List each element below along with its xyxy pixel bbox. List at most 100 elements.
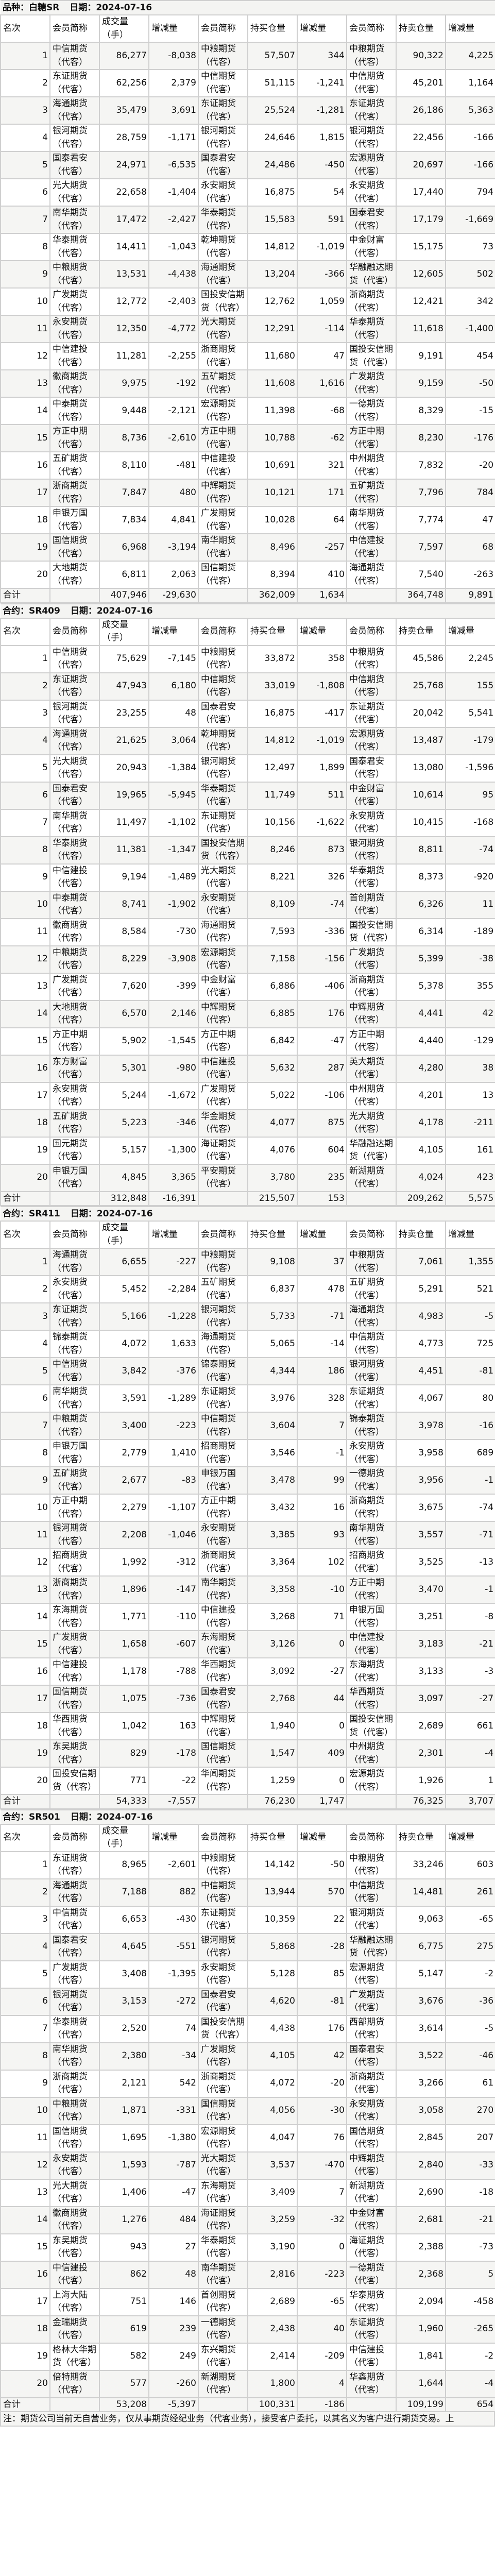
long-change-cell: -50 [297, 1851, 347, 1879]
short-change-cell: -18 [445, 2178, 495, 2207]
rank-cell: 5 [0, 151, 50, 179]
volume-change-cell: 4,841 [148, 506, 199, 534]
short-member-cell: 永安期货（代客） [346, 178, 397, 207]
short-member-cell: 一德期货（代客） [346, 2260, 397, 2289]
long-change-cell: 99 [297, 1466, 347, 1495]
long-position-cell: 10,156 [247, 808, 298, 837]
short-position-cell: 4,440 [396, 1027, 446, 1056]
short-position-cell: 1,926 [396, 1767, 446, 1795]
long-position-cell: 12,291 [247, 315, 298, 343]
volume-cell: 75,629 [99, 645, 149, 673]
rank-cell: 18 [0, 1712, 50, 1740]
short-member-cell: 中信期货（代客） [346, 1878, 397, 1907]
column-header-volume: 成交量（手） [99, 617, 149, 646]
long-member-cell: 华泰期货（代客） [198, 206, 248, 234]
total-volume-change: -7,557 [148, 1794, 199, 1809]
rank-cell: 9 [0, 863, 50, 892]
short-member-cell: 五矿期货（代客） [346, 479, 397, 507]
long-position-cell: 3,780 [247, 1163, 298, 1192]
volume-member-cell: 东方财富（代客） [49, 1054, 100, 1083]
volume-change-cell: -272 [148, 1987, 199, 2016]
rank-cell: 13 [0, 369, 50, 398]
short-position-cell: 14,481 [396, 1878, 446, 1907]
volume-change-cell: -1,107 [148, 1494, 199, 1522]
short-member-cell: 一德期货（代客） [346, 1466, 397, 1495]
long-change-cell: 321 [297, 451, 347, 480]
short-member-cell: 宏源期货（代客） [346, 151, 397, 179]
long-change-cell: 102 [297, 1548, 347, 1577]
volume-change-cell: -178 [148, 1739, 199, 1768]
table-row: 19 东吴期货（代客） 829 -178 国信期货（代客） 1,547 409 中州期货（代客… [0, 1739, 495, 1768]
short-member-cell: 中信建投（代客） [346, 2342, 397, 2371]
short-change-cell: -1 [445, 1466, 495, 1495]
total-long-position: 100,331 [247, 2397, 298, 2412]
short-position-cell: 2,681 [396, 2206, 446, 2234]
long-position-cell: 6,885 [247, 999, 298, 1028]
volume-member-cell: 华西期货（代客） [49, 1712, 100, 1740]
date-label: 日期：2024-07-16 [70, 1209, 153, 1219]
long-member-cell: 国投安信期货（代客） [198, 836, 248, 865]
rank-cell: 5 [0, 1960, 50, 1989]
rank-cell: 10 [0, 1494, 50, 1522]
table-row: 20 申银万国（代客） 4,845 3,365 平安期货（代客） 3,780 235 新湖期货… [0, 1163, 495, 1192]
volume-cell: 5,452 [99, 1275, 149, 1303]
table-row: 7 南华期货（代客） 17,472 -2,427 华泰期货（代客） 15,583 591 国泰… [0, 206, 495, 234]
long-position-cell: 9,108 [247, 1248, 298, 1276]
short-member-cell: 东证期货（代客） [346, 699, 397, 728]
short-member-cell: 国泰君安（代客） [346, 2042, 397, 2071]
rank-cell: 8 [0, 233, 50, 261]
table-row: 17 浙商期货（代客） 7,847 480 中辉期货（代客） 10,121 171 五矿期货（… [0, 479, 495, 507]
volume-cell: 862 [99, 2260, 149, 2289]
rank-cell: 15 [0, 2233, 50, 2262]
short-position-cell: 3,470 [396, 1575, 446, 1604]
long-position-cell: 2,438 [247, 2315, 298, 2344]
long-position-cell: 7,158 [247, 945, 298, 974]
long-change-cell: -68 [297, 397, 347, 425]
short-position-cell: 4,024 [396, 1163, 446, 1192]
footnote: 注：期货公司当前无自营业务，仅从事期货经纪业务（代客业务），接受客户委托，以其名… [0, 2412, 495, 2427]
long-position-cell: 8,394 [247, 561, 298, 589]
volume-cell: 6,653 [99, 1905, 149, 1934]
long-position-cell: 8,496 [247, 533, 298, 562]
table-row: 13 光大期货（代客） 1,406 -47 东海期货（代客） 3,409 7 新湖期货（代客）… [0, 2178, 495, 2207]
short-position-cell: 2,690 [396, 2178, 446, 2207]
long-position-cell: 3,604 [247, 1412, 298, 1440]
short-member-cell: 国信期货（代客） [346, 2124, 397, 2153]
long-change-cell: 0 [297, 1767, 347, 1795]
total-label: 合计 [0, 588, 50, 603]
long-change-cell: 1,899 [297, 754, 347, 783]
short-position-cell: 3,183 [396, 1630, 446, 1658]
long-position-cell: 10,788 [247, 424, 298, 452]
volume-change-cell: 3,365 [148, 1163, 199, 1192]
volume-member-cell: 光大期货（代客） [49, 754, 100, 783]
long-position-cell: 6,886 [247, 972, 298, 1001]
short-member-cell: 中粮期货（代客） [346, 1248, 397, 1276]
short-change-cell: 342 [445, 287, 495, 316]
section-title-row: 合约：SR409 日期：2024-07-16 [1, 603, 495, 619]
long-position-cell: 8,246 [247, 836, 298, 865]
short-change-cell: -73 [445, 2233, 495, 2262]
volume-cell: 11,381 [99, 836, 149, 865]
short-change-cell: 2,245 [445, 645, 495, 673]
volume-cell: 829 [99, 1739, 149, 1768]
long-position-cell: 15,583 [247, 206, 298, 234]
column-header-short-member: 会员简称 [346, 1823, 397, 1852]
section-title: 合约：SR501 日期：2024-07-16 [1, 1809, 495, 1825]
short-change-cell: 1 [445, 1767, 495, 1795]
long-position-cell: 4,105 [247, 2042, 298, 2071]
column-header-short-member: 会员简称 [346, 1221, 397, 1249]
rank-cell: 6 [0, 178, 50, 207]
long-change-cell: -71 [297, 1302, 347, 1331]
volume-change-cell: -430 [148, 1905, 199, 1934]
short-position-cell: 2,094 [396, 2287, 446, 2316]
short-position-cell: 7,597 [396, 533, 446, 562]
long-member-cell: 永安期货（代客） [198, 890, 248, 919]
long-change-cell: -32 [297, 2206, 347, 2234]
volume-change-cell: -2,427 [148, 206, 199, 234]
rank-cell: 13 [0, 1575, 50, 1604]
rank-cell: 19 [0, 2342, 50, 2371]
short-position-cell: 3,525 [396, 1548, 446, 1577]
total-short-change: 9,891 [445, 588, 495, 603]
volume-change-cell: -8,038 [148, 42, 199, 70]
short-position-cell: 3,614 [396, 2014, 446, 2043]
